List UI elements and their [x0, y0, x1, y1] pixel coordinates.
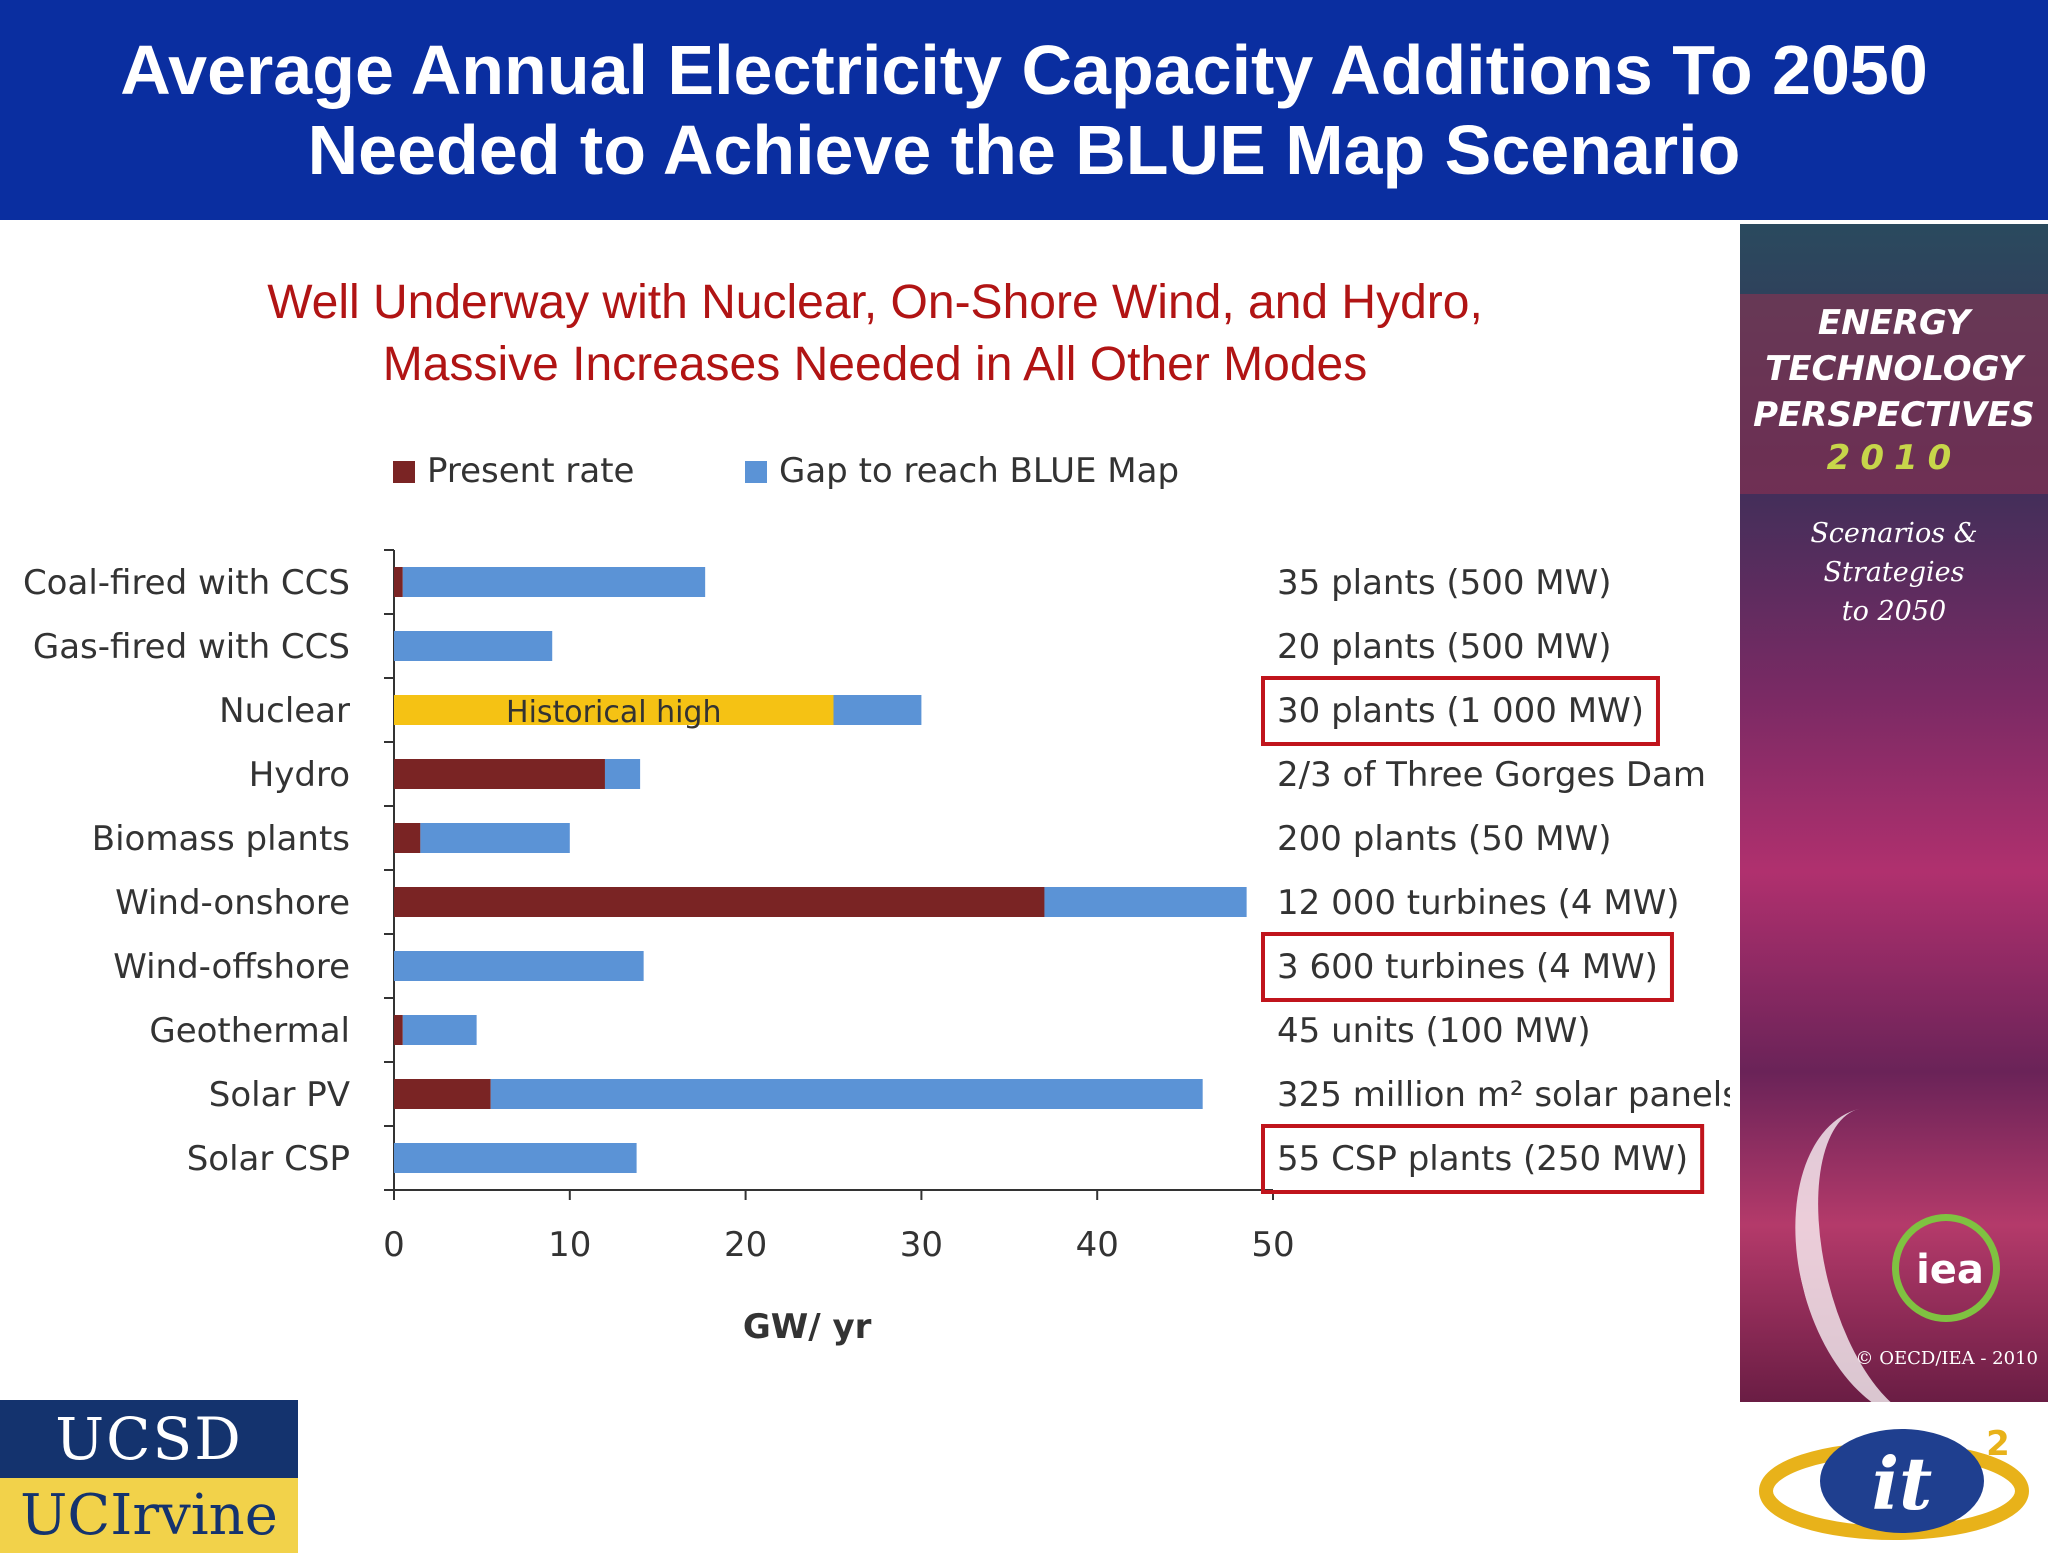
x-tick-label: 50	[1251, 1225, 1294, 1265]
cover-title-line-2: TECHNOLOGY	[1765, 349, 2023, 389]
cover-title-line-3: PERSPECTIVES	[1753, 395, 2035, 435]
cover-title-band	[1740, 294, 2048, 494]
bar-gap-to-blue-map	[394, 1143, 637, 1173]
bar-present-rate	[394, 823, 421, 853]
right-label: 55 CSP plants (250 MW)	[1277, 1139, 1688, 1179]
bar-present-rate	[394, 567, 403, 597]
category-label: Wind-onshore	[115, 883, 350, 923]
category-label: Solar CSP	[187, 1139, 350, 1179]
capacity-bar-chart: Present rate Gap to reach BLUE Map 0 10 20 30…	[23, 451, 1730, 1347]
slide-header: Average Annual Electricity Capacity Addi…	[0, 0, 2048, 220]
right-label: 200 plants (50 MW)	[1277, 819, 1612, 859]
bar-gap-to-blue-map	[402, 1015, 477, 1045]
bar-gap-to-blue-map	[1044, 887, 1247, 917]
highlight-box	[1261, 932, 1674, 1002]
bar-gap-to-blue-map	[420, 823, 570, 853]
legend-swatch-gap	[745, 461, 767, 483]
bar-present-rate	[394, 759, 605, 789]
bar-present-rate	[394, 695, 834, 725]
right-label: 12 000 turbines (4 MW)	[1277, 883, 1680, 923]
bar-gap-to-blue-map	[604, 759, 641, 789]
category-label: Biomass plants	[92, 819, 350, 859]
legend-swatch-present-rate	[393, 461, 415, 483]
x-axis-label: GW/ yr	[743, 1307, 872, 1347]
bar-annotation-historical-high: Historical high	[506, 695, 721, 730]
right-label: 20 plants (500 MW)	[1277, 627, 1612, 667]
category-label: Wind-offshore	[113, 947, 350, 987]
bar-gap-to-blue-map	[833, 695, 922, 725]
right-label: 325 million m² solar panels	[1277, 1075, 1730, 1115]
bar-gap-to-blue-map	[402, 567, 706, 597]
right-label: 30 plants (1 000 MW)	[1277, 691, 1644, 731]
cover-subtitle-line-1: Scenarios &	[1810, 518, 1978, 549]
report-cover-image: ENERGY TECHNOLOGY PERSPECTIVES 2010 Scen…	[1740, 224, 2048, 1402]
cover-subtitle: Scenarios & Strategies to 2050	[1740, 514, 2048, 631]
bar-present-rate	[394, 1079, 491, 1109]
category-label: Hydro	[249, 755, 350, 795]
cover-copyright: © OECD/IEA - 2010	[1855, 1348, 2038, 1369]
cover-subtitle-line-3: to 2050	[1841, 596, 1947, 627]
right-label: 2/3 of Three Gorges Dam	[1277, 755, 1706, 795]
legend-label-gap: Gap to reach BLUE Map	[779, 451, 1179, 491]
cover-subtitle-line-2: Strategies	[1823, 557, 1965, 588]
category-label: Solar PV	[209, 1075, 350, 1115]
bar-gap-to-blue-map	[394, 951, 644, 981]
x-tick-label: 0	[383, 1225, 405, 1265]
it2-logo: it 2	[1759, 1424, 2029, 1540]
iea-logo: iea	[1892, 1214, 2000, 1322]
category-label: Geothermal	[149, 1011, 350, 1051]
x-tick-label: 20	[724, 1225, 767, 1265]
slide-title-line-2: Needed to Achieve the BLUE Map Scenario	[307, 111, 1741, 189]
x-tick-label: 40	[1076, 1225, 1119, 1265]
category-label: Gas-fired with CCS	[33, 627, 350, 667]
iea-logo-text: iea	[1916, 1247, 1984, 1293]
bar-gap-to-blue-map	[490, 1079, 1203, 1109]
subtitle-line-2: Massive Increases Needed in All Other Mo…	[382, 338, 1368, 391]
legend-label-present-rate: Present rate	[427, 451, 634, 491]
subtitle-line-1: Well Underway with Nuclear, On-Shore Win…	[267, 276, 1483, 329]
slide-title-line-1: Average Annual Electricity Capacity Addi…	[120, 31, 1928, 109]
highlight-box	[1261, 676, 1660, 746]
cover-title-line-1: ENERGY	[1817, 303, 1971, 343]
ucsd-logo: UCSD	[0, 1400, 298, 1478]
right-label: 45 units (100 MW)	[1277, 1011, 1591, 1051]
cover-year: 2010	[1826, 438, 1962, 478]
slide-subtitle: Well Underway with Nuclear, On-Shore Win…	[120, 272, 1630, 396]
cover-title: ENERGY TECHNOLOGY PERSPECTIVES	[1740, 300, 2048, 438]
bar-present-rate	[394, 1015, 403, 1045]
right-label: 3 600 turbines (4 MW)	[1277, 947, 1658, 987]
category-label: Coal-fired with CCS	[23, 563, 350, 603]
it2-logo-text: it	[1872, 1441, 1933, 1526]
it2-logo-badge	[1820, 1429, 1984, 1533]
it2-logo-superscript: 2	[1986, 1424, 2010, 1464]
bar-gap-to-blue-map	[394, 631, 553, 661]
x-tick-label: 30	[900, 1225, 943, 1265]
uci-logo: UCIrvine	[0, 1478, 298, 1553]
x-tick-label: 10	[548, 1225, 591, 1265]
bar-present-rate	[394, 887, 1045, 917]
right-label: 35 plants (500 MW)	[1277, 563, 1612, 603]
highlight-box	[1261, 1124, 1705, 1194]
category-label: Nuclear	[219, 691, 350, 731]
